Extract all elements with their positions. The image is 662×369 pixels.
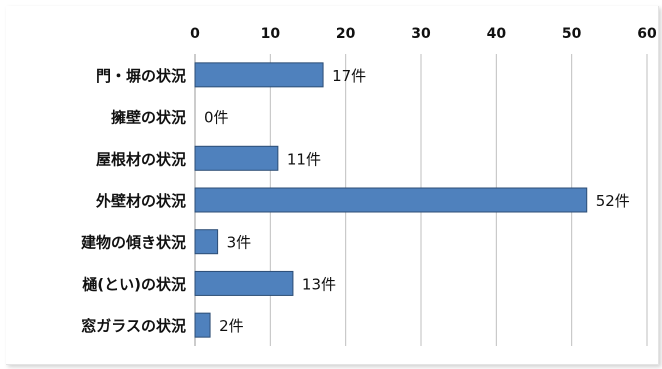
data-label: 11件: [287, 150, 321, 168]
bar: [194, 187, 588, 213]
category-label: 擁壁の状況: [111, 109, 186, 127]
category-label: 窓ガラスの状況: [81, 317, 186, 335]
data-label: 3件: [227, 234, 252, 252]
x-tick-label: 40: [487, 26, 507, 42]
data-label: 17件: [332, 67, 366, 85]
bar: [194, 229, 219, 255]
bar: [194, 270, 294, 296]
data-label: 13件: [302, 275, 336, 293]
data-label: 0件: [204, 109, 229, 127]
chart-area: [6, 6, 659, 365]
x-tick-label: 60: [637, 26, 657, 42]
category-label: 門・塀の状況: [96, 67, 186, 85]
category-label: 樋(とい)の状況: [82, 275, 186, 293]
category-label: 外壁材の状況: [95, 192, 186, 210]
bar: [194, 312, 211, 338]
category-label: 建物の傾き状況: [81, 234, 186, 252]
x-tick-label: 30: [411, 26, 431, 42]
x-tick-label: 20: [336, 26, 356, 42]
x-tick-label: 0: [190, 26, 200, 42]
bar: [194, 62, 324, 88]
x-tick-label: 50: [562, 26, 582, 42]
data-label: 52件: [596, 192, 630, 210]
data-label: 2件: [219, 317, 244, 335]
x-tick-label: 10: [261, 26, 281, 42]
category-label: 屋根材の状況: [96, 150, 186, 168]
bar: [194, 145, 279, 171]
